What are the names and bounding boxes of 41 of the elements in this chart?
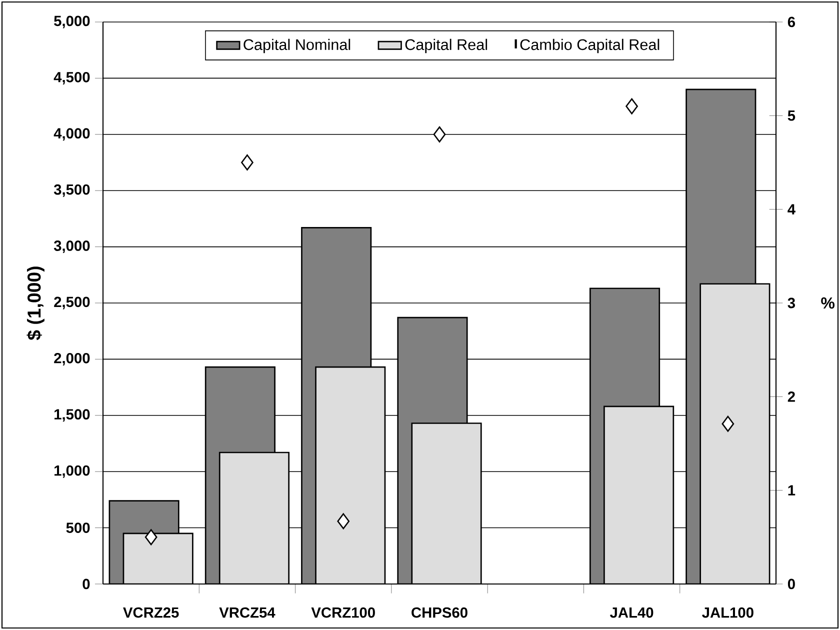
y-tick-label: 2,000: [54, 352, 90, 366]
x-tick-label: VCRZ25: [123, 607, 179, 618]
x-tick-label: JAL100: [702, 607, 754, 618]
bar: [218, 452, 290, 584]
y2-tick-label: 3: [788, 298, 796, 308]
y2-tick-label: 6: [788, 16, 796, 28]
y-tick-label: 5,000: [54, 16, 90, 28]
point: [337, 513, 350, 530]
bar: [411, 422, 482, 584]
legend-label: Capital Nominal: [244, 38, 350, 54]
bar: [700, 283, 770, 584]
y-tick-label: 500: [66, 522, 90, 533]
point: [433, 126, 446, 142]
point: [144, 529, 158, 546]
y-axis-title: $ (1,000): [26, 266, 44, 340]
y-tick-label: 4,000: [54, 128, 90, 141]
point: [241, 154, 254, 170]
y-tick-label: 1,000: [54, 465, 90, 478]
y-tick-label: 1,500: [54, 409, 90, 422]
y-tick-label: 2,500: [54, 296, 90, 310]
y2-tick-label: 1: [788, 485, 796, 496]
y2-axis-title: %: [821, 297, 835, 309]
point: [626, 98, 638, 114]
y-tick-label: 3,000: [54, 240, 90, 254]
x-tick-label: CHPS60: [412, 607, 468, 618]
x-tick-label: VCRZ100: [311, 607, 375, 618]
legend-label: Cambio Capital Real: [520, 38, 660, 54]
y2-tick-label: 2: [788, 392, 795, 402]
y2-tick-label: 5: [788, 110, 796, 121]
bar: [122, 532, 194, 584]
y-tick-label: 3,500: [54, 184, 90, 197]
y-tick-label: 4,500: [54, 72, 90, 84]
legend-label: Capital Real: [405, 38, 488, 54]
x-tick-label: JAL40: [610, 607, 654, 618]
y2-tick-label: 4: [788, 204, 796, 214]
bar: [604, 406, 674, 584]
y-tick-label: 0: [82, 578, 90, 590]
point: [722, 416, 734, 432]
bar: [315, 366, 386, 584]
x-tick-label: VRCZ54: [219, 607, 276, 618]
y2-tick-label: 0: [788, 578, 795, 590]
